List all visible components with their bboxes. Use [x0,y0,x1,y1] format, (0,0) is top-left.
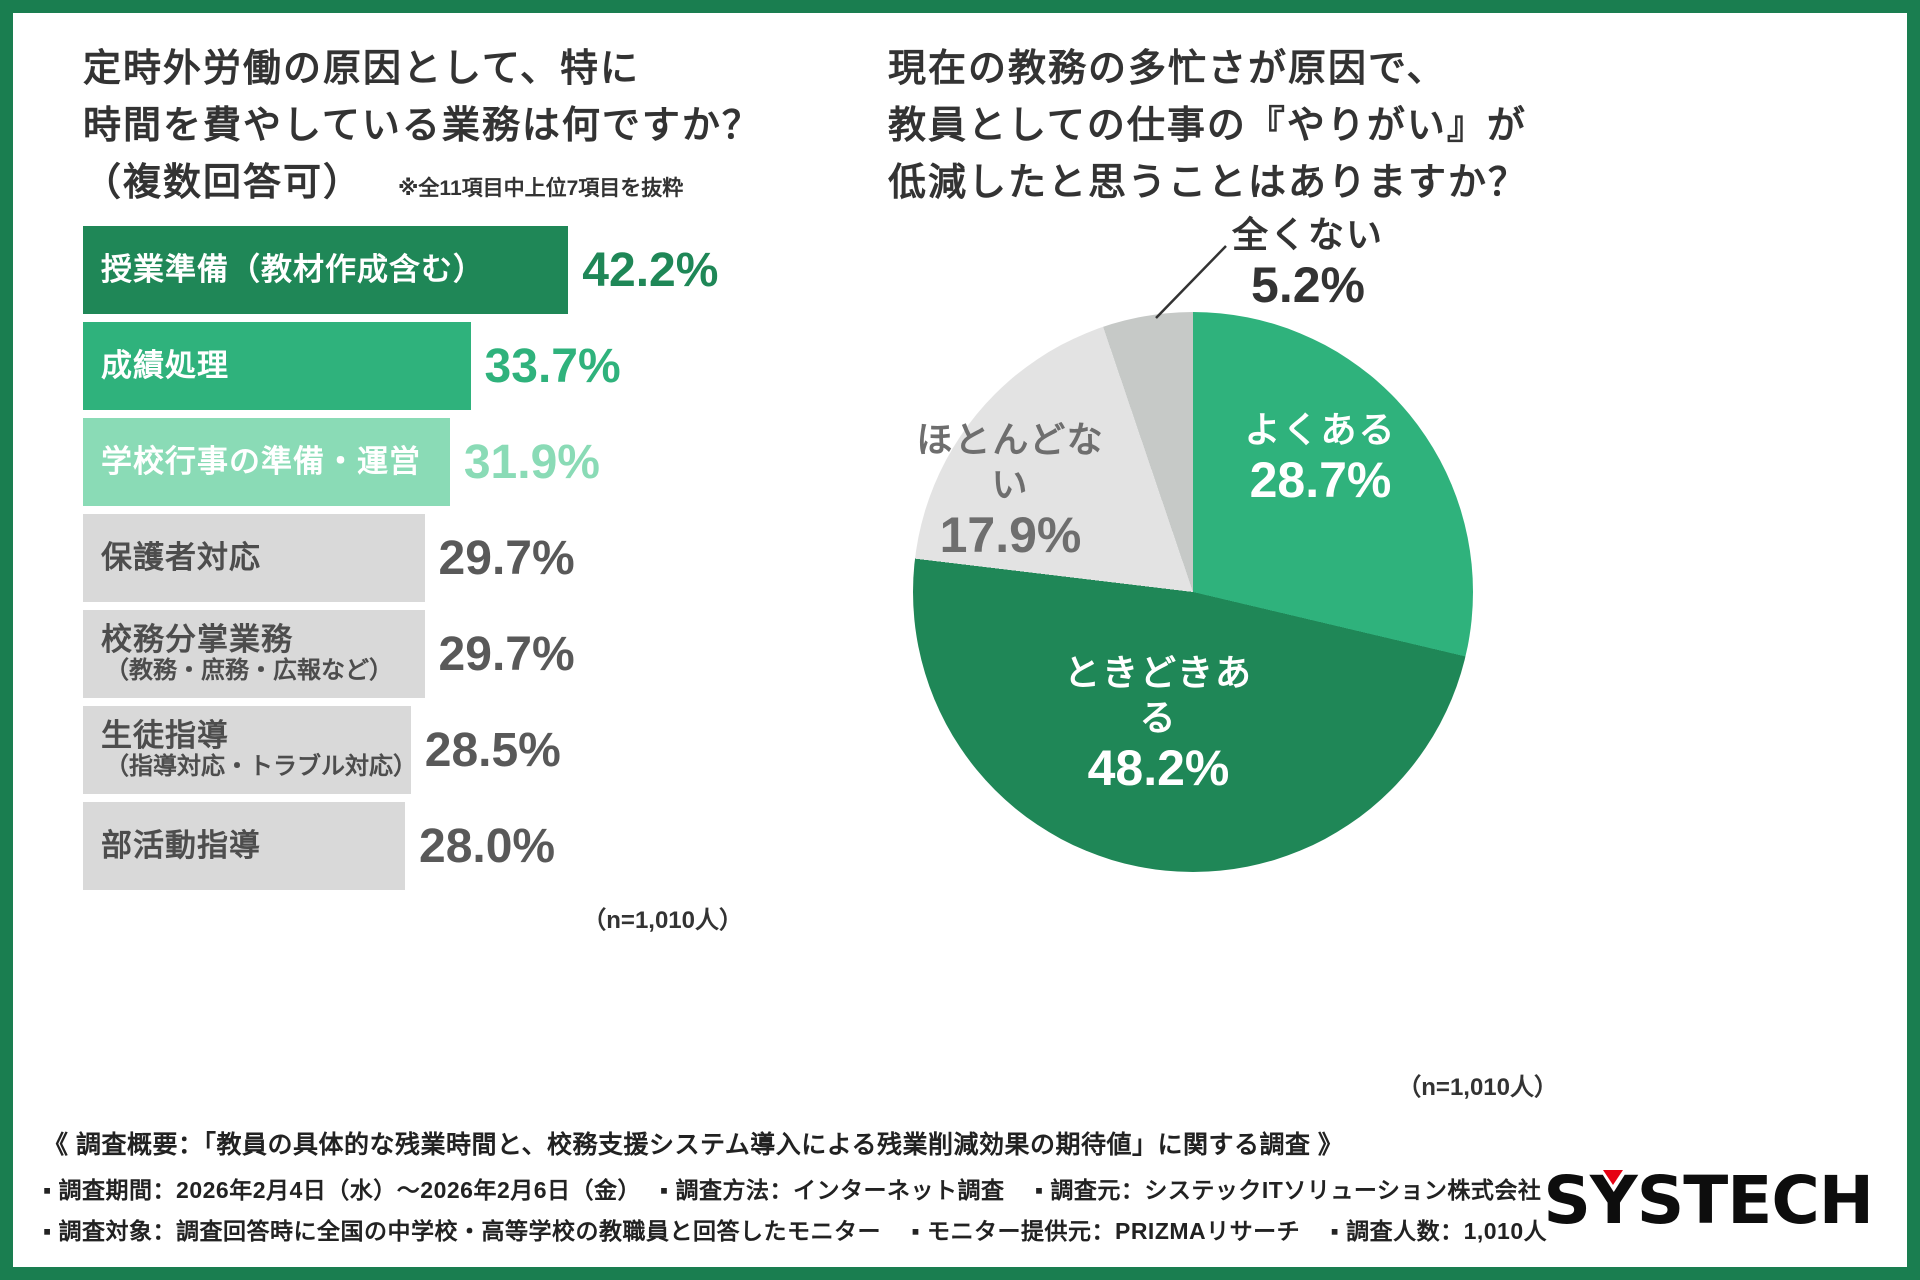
bar-lesson-prep: 授業準備（教材作成含む） [83,226,569,314]
bar-value: 31.9% [463,435,600,489]
bar-chart-title-line3: （複数回答可） [83,162,364,204]
pie-label-sometimes: ときどきある 48.2% [1046,650,1271,798]
slice-value: 28.7% [1249,452,1392,508]
bar-label: 部活動指導 [101,828,261,864]
logo-text-pre: S [1543,1162,1591,1239]
bar-label: 生徒指導 [101,717,229,753]
bar-value: 33.7% [484,339,621,393]
bar-row-7: 部活動指導 28.0% [83,802,823,890]
bar-chart-note: ※全11項目中上位7項目を抜粋 [398,177,684,200]
slice-label: よくある [1244,409,1397,450]
bar-sublabel: （指導対応・トラブル対応） [105,753,417,781]
survey-overview: 《 調査概要：「教員の具体的な残業時間と、校務支援システム導入による残業削減効果… [43,1125,1623,1253]
bar-chart-section: 定時外労働の原因として、特に 時間を費やしている業務は何ですか？ （複数回答可）… [83,41,823,935]
systech-logo: SY STECH [1543,1162,1874,1239]
slice-value: 17.9% [939,507,1082,563]
pie-label-often: よくある 28.7% [1228,407,1413,510]
bar-student-guidance: 生徒指導 （指導対応・トラブル対応） [83,706,417,794]
bar-chart-title: 定時外労働の原因として、特に 時間を費やしている業務は何ですか？ [83,41,823,155]
slice-value: 5.2% [1251,257,1365,313]
bar-sublabel: （教務・庶務・広報など） [105,657,393,685]
bar-label: 保護者対応 [101,540,261,576]
pie-chart-plot: 全くない 5.2% よくある 28.7% ときどきある 48.2% ほとんどない… [888,212,1588,1102]
bar-school-events: 学校行事の準備・運営 [83,418,450,506]
pie-chart-title-line3: 低減したと思うことはありますか？ [888,162,1529,204]
slice-label: ときどきある [1064,652,1253,738]
bar-chart-title-line2: 時間を費やしている業務は何ですか？ [83,105,762,147]
survey-details-line2: ▪ 調査対象：調査回答時に全国の中学校・高等学校の教職員と回答したモニター ▪ … [43,1218,1548,1244]
bar-label: 校務分掌業務 [101,621,293,657]
bar-label: 成績処理 [101,348,229,384]
red-triangle-icon [1603,1170,1624,1185]
bar-value: 28.5% [424,723,561,777]
pie-chart-title: 現在の教務の多忙さが原因で、 教員としての仕事の『やりがい』が 低減したと思うこ… [888,41,1588,212]
bar-admin-duties: 校務分掌業務 （教務・庶務・広報など） [83,610,425,698]
bar-chart-title-row3: （複数回答可） ※全11項目中上位7項目を抜粋 [83,155,823,212]
slice-label: ほとんどない [916,419,1105,505]
pie-label-rarely: ほとんどない 17.9% [903,417,1118,565]
bar-value: 29.7% [438,531,575,585]
bar-row-4: 保護者対応 29.7% [83,514,823,602]
slice-label: 全くない [1231,214,1384,255]
bar-row-3: 学校行事の準備・運営 31.9% [83,418,823,506]
bar-grading: 成績処理 [83,322,471,410]
bar-chart-plot: 授業準備（教材作成含む） 42.2% 成績処理 33.7% 学校行事の準備・運営 [83,226,823,890]
bar-value: 28.0% [419,819,556,873]
bar-row-1: 授業準備（教材作成含む） 42.2% [83,226,823,314]
survey-details-line1: ▪ 調査期間：2026年2月4日（水）〜2026年2月6日（金） ▪ 調査方法：… [43,1177,1542,1203]
bar-label: 学校行事の準備・運営 [101,444,421,480]
logo-text-post: STECH [1636,1162,1874,1239]
bar-row-6: 生徒指導 （指導対応・トラブル対応） 28.5% [83,706,823,794]
survey-summary: 《 調査概要：「教員の具体的な残業時間と、校務支援システム導入による残業削減効果… [43,1131,1344,1159]
pie-chart-title-line2: 教員としての仕事の『やりがい』が [888,105,1527,147]
bar-value: 29.7% [438,627,575,681]
pie-chart-sample-size: （n=1,010人） [1397,1074,1558,1101]
slice-value: 48.2% [1087,740,1230,796]
bar-label: 授業準備（教材作成含む） [101,252,485,288]
infographic-canvas: 定時外労働の原因として、特に 時間を費やしている業務は何ですか？ （複数回答可）… [13,13,1907,1267]
pie [913,312,1473,872]
bar-row-2: 成績処理 33.7% [83,322,823,410]
pie-chart-section: 現在の教務の多忙さが原因で、 教員としての仕事の『やりがい』が 低減したと思うこ… [888,41,1588,1102]
bar-parent-response: 保護者対応 [83,514,425,602]
pie-label-none-at-all: 全くない 5.2% [1208,212,1408,315]
pie-chart-title-line1: 現在の教務の多忙さが原因で、 [888,48,1447,90]
bar-club-activities: 部活動指導 [83,802,405,890]
bar-chart-sample-size: （n=1,010人） [582,907,743,934]
bar-row-5: 校務分掌業務 （教務・庶務・広報など） 29.7% [83,610,823,698]
bar-value: 42.2% [582,243,719,297]
logo-letter-y: Y [1590,1162,1638,1239]
bar-chart-title-line1: 定時外労働の原因として、特に [83,48,640,90]
